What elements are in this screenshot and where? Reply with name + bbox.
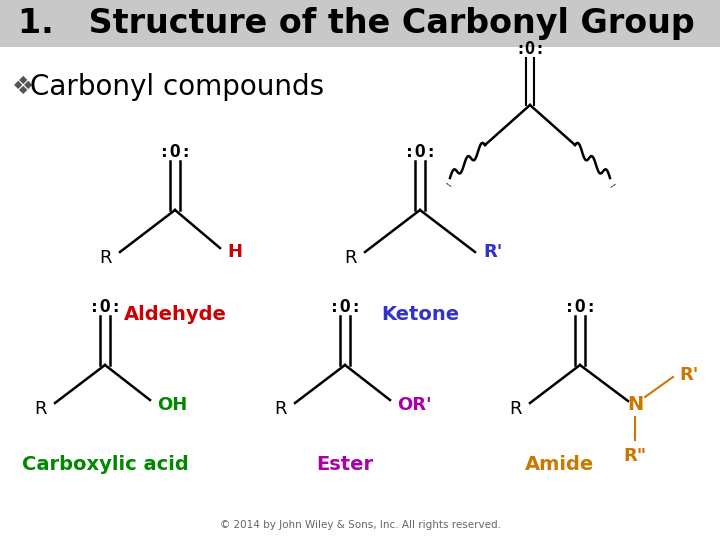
Text: --: -- <box>607 179 619 191</box>
Text: :O:: :O: <box>158 143 192 160</box>
Text: H: H <box>227 243 242 261</box>
Text: Aldehyde: Aldehyde <box>124 305 226 324</box>
Text: :O:: :O: <box>564 298 596 315</box>
Text: R: R <box>274 400 287 418</box>
Text: R: R <box>510 400 522 418</box>
Text: Ester: Ester <box>316 455 374 474</box>
Bar <box>0 0 720 47</box>
Text: Carboxylic acid: Carboxylic acid <box>22 455 189 474</box>
Text: N: N <box>627 395 643 415</box>
Text: :O:: :O: <box>404 143 436 160</box>
Text: R: R <box>35 400 47 418</box>
Text: ❖: ❖ <box>12 75 35 99</box>
Text: OR': OR' <box>397 396 431 414</box>
Text: 1.   Structure of the Carbonyl Group: 1. Structure of the Carbonyl Group <box>18 8 695 40</box>
Text: Ketone: Ketone <box>381 305 459 324</box>
Text: R: R <box>99 249 112 267</box>
Text: R": R" <box>624 447 647 465</box>
Text: R': R' <box>483 243 503 261</box>
Text: :O:: :O: <box>329 298 361 315</box>
Text: R': R' <box>679 366 698 384</box>
Text: OH: OH <box>157 396 187 414</box>
Text: R: R <box>344 249 357 267</box>
Text: :O:: :O: <box>515 40 545 58</box>
Text: --: -- <box>442 179 454 191</box>
Text: © 2014 by John Wiley & Sons, Inc. All rights reserved.: © 2014 by John Wiley & Sons, Inc. All ri… <box>220 520 500 530</box>
Text: Carbonyl compounds: Carbonyl compounds <box>30 73 324 101</box>
Text: Amide: Amide <box>526 455 595 474</box>
Text: :O:: :O: <box>89 298 121 315</box>
